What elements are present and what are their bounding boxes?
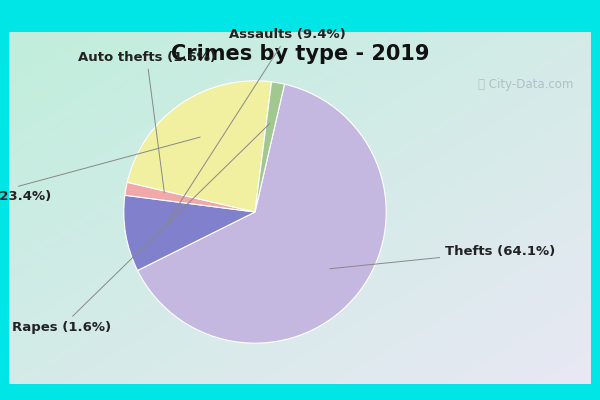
Text: Rapes (1.6%): Rapes (1.6%) (11, 124, 270, 334)
Text: Auto thefts (1.6%): Auto thefts (1.6%) (77, 51, 215, 192)
Text: Thefts (64.1%): Thefts (64.1%) (330, 245, 556, 269)
Text: Crimes by type - 2019: Crimes by type - 2019 (171, 44, 429, 64)
Wedge shape (137, 84, 386, 343)
Wedge shape (125, 182, 255, 212)
Text: ⓘ City-Data.com: ⓘ City-Data.com (478, 78, 574, 91)
Text: Assaults (9.4%): Assaults (9.4%) (166, 28, 346, 224)
Text: Burglaries (23.4%): Burglaries (23.4%) (0, 137, 200, 203)
Wedge shape (124, 195, 255, 270)
Wedge shape (127, 81, 272, 212)
Wedge shape (255, 82, 284, 212)
